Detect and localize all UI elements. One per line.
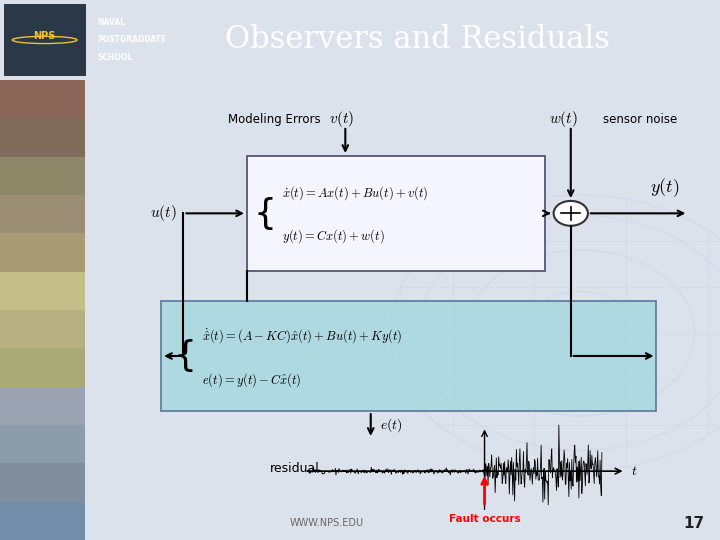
- Bar: [0, 387, 85, 425]
- Bar: [0, 157, 85, 195]
- Text: $y(t)$: $y(t)$: [650, 177, 680, 199]
- Bar: [0, 195, 85, 233]
- Text: $\{$: $\{$: [173, 338, 193, 374]
- Bar: [0, 348, 85, 387]
- Text: $v(t)$: $v(t)$: [330, 109, 355, 129]
- Bar: [0, 463, 85, 502]
- Bar: [4, 4, 86, 76]
- Text: residual: residual: [270, 462, 320, 475]
- Text: $e(t)$: $e(t)$: [380, 416, 403, 434]
- Text: $u(t)$: $u(t)$: [150, 204, 177, 224]
- Bar: [0, 310, 85, 348]
- Text: $e(t) = y(t) - C\hat{x}(t)$: $e(t) = y(t) - C\hat{x}(t)$: [202, 372, 302, 389]
- Circle shape: [554, 201, 588, 226]
- Text: $t$: $t$: [631, 464, 638, 478]
- Text: $w(t)$: $w(t)$: [549, 109, 577, 129]
- Text: 17: 17: [683, 516, 704, 531]
- Bar: [0, 502, 85, 540]
- Text: WWW.NPS.EDU: WWW.NPS.EDU: [289, 518, 364, 529]
- Bar: [0, 272, 85, 310]
- Bar: [161, 301, 657, 411]
- Text: $\{$: $\{$: [253, 195, 274, 232]
- Text: Observers and Residuals: Observers and Residuals: [225, 24, 610, 56]
- Text: $\dot{x}(t) = Ax(t) + Bu(t) + v(t)$: $\dot{x}(t) = Ax(t) + Bu(t) + v(t)$: [282, 184, 428, 201]
- Text: $\dot{\hat{x}}(t) = (A - KC)\hat{x}(t) + Bu(t) + Ky(t)$: $\dot{\hat{x}}(t) = (A - KC)\hat{x}(t) +…: [202, 326, 402, 346]
- Text: SCHOOL: SCHOOL: [97, 53, 132, 62]
- Text: POSTGRADUATE: POSTGRADUATE: [97, 36, 166, 44]
- Text: Fault occurs: Fault occurs: [449, 514, 521, 524]
- Text: $y(t) = Cx(t) + w(t)$: $y(t) = Cx(t) + w(t)$: [282, 227, 384, 245]
- Bar: [0, 425, 85, 463]
- Text: NPS: NPS: [33, 31, 56, 41]
- Text: Modeling Errors: Modeling Errors: [228, 112, 320, 125]
- Bar: [0, 118, 85, 157]
- Bar: [0, 80, 85, 118]
- Bar: [247, 156, 545, 271]
- Text: NAVAL: NAVAL: [97, 18, 125, 27]
- Bar: [0, 233, 85, 272]
- Text: sensor noise: sensor noise: [603, 112, 677, 125]
